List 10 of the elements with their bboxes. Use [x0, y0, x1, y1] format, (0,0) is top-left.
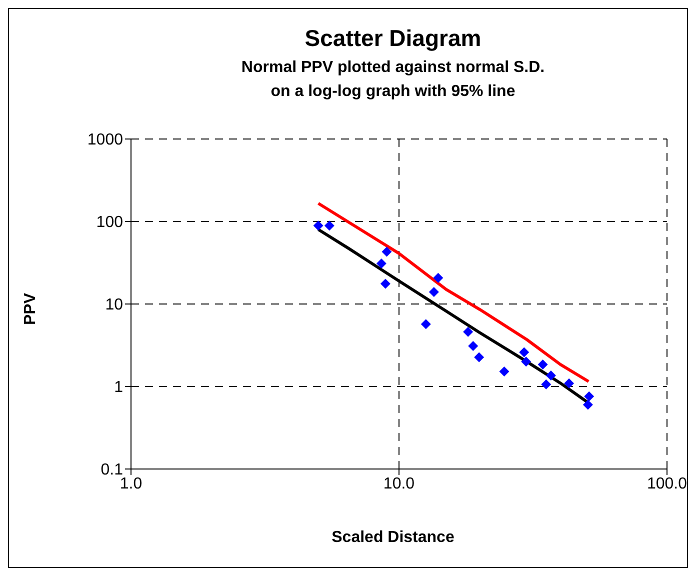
chart-title: Scatter Diagram — [304, 25, 482, 52]
y-tick-label: 100 — [96, 214, 124, 232]
x-tick-label: 10.0 — [383, 475, 415, 492]
x-axis-title: Scaled Distance — [330, 529, 456, 547]
y-tick-label: 10 — [105, 296, 124, 314]
x-tick-label: 100.0 — [646, 475, 688, 492]
y-tick-label: 1000 — [87, 132, 124, 149]
chart-subtitle: Normal PPV plotted against normal S.D. on a log-log graph with 95% line — [240, 58, 546, 102]
y-tick-label: 1 — [114, 379, 124, 396]
y-axis-title: PPV — [22, 292, 40, 326]
